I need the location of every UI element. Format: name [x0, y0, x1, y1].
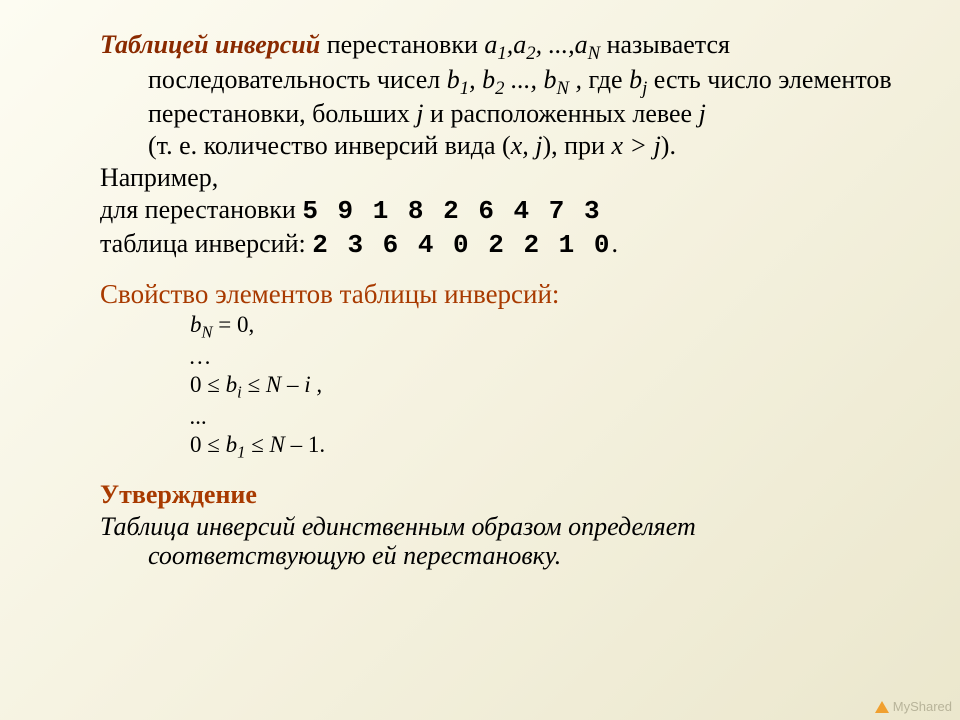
- clarification-line: (т. е. количество инверсий вида (x, j), …: [100, 131, 900, 161]
- property-row-2: …: [100, 344, 900, 370]
- logo-text: MyShared: [893, 699, 952, 714]
- statement-title: Утверждение: [100, 480, 900, 510]
- slide-body: Таблицей инверсий перестановки a1,a2, ..…: [0, 0, 960, 720]
- property-row-1: bN = 0,: [100, 312, 900, 342]
- term-inversion-table: Таблицей инверсий: [100, 30, 320, 59]
- watermark-logo: MyShared: [875, 699, 952, 714]
- property-row-5: 0 ≤ b1 ≤ N – 1.: [100, 432, 900, 462]
- permutation-values: 5 9 1 8 2 6 4 7 3: [302, 196, 601, 226]
- property-row-4: ...: [100, 404, 900, 430]
- spacer: [100, 464, 900, 480]
- example-inversion-table: таблица инверсий: 2 3 6 4 0 2 2 1 0.: [100, 229, 900, 261]
- definition-paragraph: Таблицей инверсий перестановки a1,a2, ..…: [100, 30, 900, 129]
- spacer: [100, 263, 900, 279]
- statement-body: Таблица инверсий единственным образом оп…: [100, 512, 900, 572]
- inversion-values: 2 3 6 4 0 2 2 1 0: [312, 230, 611, 260]
- property-row-3: 0 ≤ bi ≤ N – i ,: [100, 372, 900, 402]
- property-title: Свойство элементов таблицы инверсий:: [100, 279, 900, 310]
- logo-triangle-icon: [875, 701, 889, 713]
- example-permutation: для перестановки 5 9 1 8 2 6 4 7 3: [100, 195, 900, 227]
- example-intro: Например,: [100, 163, 900, 193]
